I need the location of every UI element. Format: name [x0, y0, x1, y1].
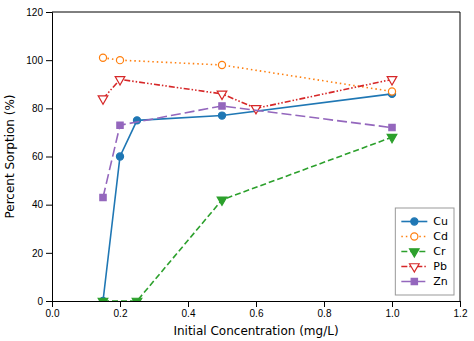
legend-label: Zn [433, 275, 448, 288]
x-axis-line [53, 302, 461, 308]
x-tick-mark [392, 301, 393, 307]
frame-line [460, 12, 461, 301]
frame-line [52, 12, 460, 13]
legend-marker [411, 278, 417, 284]
series-line [103, 137, 392, 301]
y-tick-mark [46, 205, 52, 206]
series-line [103, 94, 392, 301]
point [115, 77, 125, 85]
x-tick-label: 1.0 [386, 308, 400, 319]
x-tick: 0.0 [46, 301, 60, 319]
legend-marker [411, 233, 418, 240]
y-axis: 0 20 40 60 80 100 120 [26, 7, 52, 307]
y-tick-label: 20 [32, 248, 44, 259]
x-tick-mark [188, 301, 189, 307]
point [99, 54, 106, 61]
point [217, 91, 227, 99]
x-tick: 0.4 [182, 301, 196, 319]
y-tick: 60 [32, 151, 52, 162]
point [217, 197, 227, 205]
x-tick-mark [324, 301, 325, 307]
x-axis: 0.0 0.2 0.4 0.6 0.8 1.0 1.2 [46, 301, 468, 319]
x-tick: 1.0 [386, 301, 400, 319]
x-tick-label: 0.4 [182, 308, 196, 319]
y-tick-label: 120 [26, 7, 43, 18]
x-tick: 1.2 [454, 301, 468, 319]
point [387, 134, 397, 142]
legend-label: Cr [433, 245, 446, 258]
x-tick-mark [460, 301, 461, 307]
series-line [103, 58, 392, 92]
point [218, 112, 225, 119]
legend-label: Pb [433, 260, 447, 273]
legend-label: Cu [433, 215, 448, 228]
point [116, 57, 123, 64]
y-tick-mark [46, 157, 52, 158]
legend-marker [410, 264, 420, 272]
y-axis-title: Percent Sorption (%) [3, 94, 17, 218]
y-tick: 40 [32, 199, 52, 210]
y-tick: 100 [26, 55, 52, 66]
y-tick: 20 [32, 248, 52, 259]
point [389, 124, 395, 130]
x-tick-label: 1.2 [454, 308, 468, 319]
point [100, 194, 106, 200]
point [98, 298, 108, 301]
x-tick-mark [120, 301, 121, 307]
x-axis-title: Initial Concentration (mg/L) [173, 324, 338, 338]
y-axis-line [46, 13, 53, 302]
legend: Cu Cd Cr Pb Zn [395, 208, 454, 295]
x-tick-label: 0.8 [318, 308, 332, 319]
y-tick: 120 [26, 7, 52, 18]
point [116, 153, 123, 160]
y-tick: 80 [32, 103, 52, 114]
legend-label: Cd [433, 230, 448, 243]
y-tick-label: 80 [32, 103, 44, 114]
point [117, 122, 123, 128]
point [219, 103, 225, 109]
point [387, 77, 397, 85]
y-tick-label: 0 [37, 296, 43, 307]
x-tick: 0.6 [250, 301, 264, 319]
marks [98, 54, 397, 301]
y-tick-label: 60 [32, 151, 44, 162]
point [388, 88, 395, 95]
point [98, 96, 108, 104]
plot: 0.0 0.2 0.4 0.6 0.8 1.0 1.2 0 20 40 60 80 100 120 Cu Cd… [26, 7, 468, 319]
y-tick: 0 [37, 296, 52, 307]
series-line [103, 106, 392, 198]
y-tick-label: 100 [26, 55, 43, 66]
point [218, 61, 225, 68]
x-tick: 0.2 [114, 301, 128, 319]
y-tick-label: 40 [32, 199, 44, 210]
point [132, 298, 142, 301]
series-line [103, 79, 392, 108]
y-tick-mark [46, 60, 52, 61]
y-tick-mark [46, 253, 52, 254]
x-tick-label: 0.2 [114, 308, 128, 319]
y-tick-mark [46, 12, 52, 13]
legend-marker [410, 249, 420, 257]
x-tick: 0.8 [318, 301, 332, 319]
x-tick-label: 0.0 [46, 308, 60, 319]
legend-marker [411, 218, 418, 225]
legend-box [395, 208, 454, 295]
x-tick-label: 0.6 [250, 308, 264, 319]
y-tick-mark [46, 108, 52, 109]
x-tick-mark [256, 301, 257, 307]
chart: 0.0 0.2 0.4 0.6 0.8 1.0 1.2 0 20 40 60 80 100 120 Cu Cd… [0, 0, 474, 341]
y-tick-mark [46, 301, 52, 302]
